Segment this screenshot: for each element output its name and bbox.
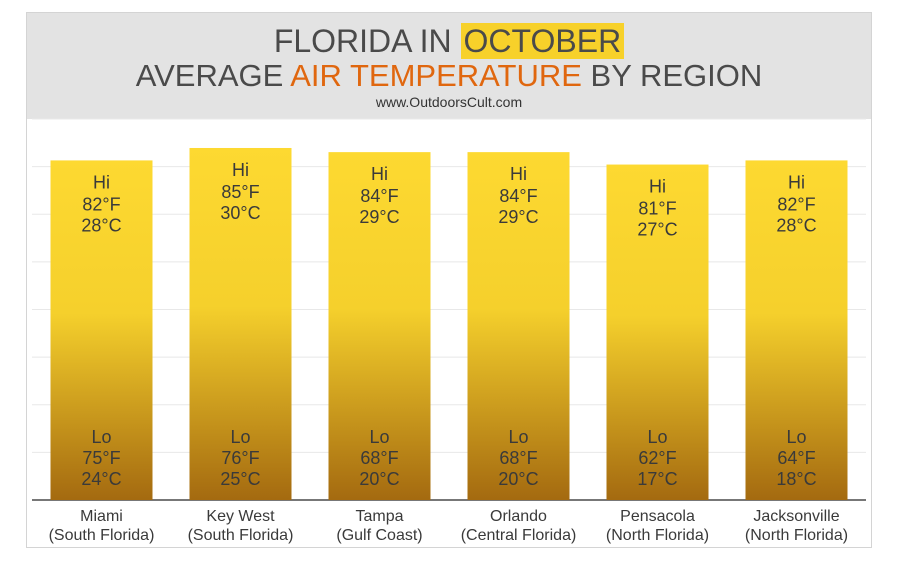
lo-value-f: 64°F [777, 448, 815, 468]
category-region-label: (Gulf Coast) [336, 527, 422, 544]
hi-label: Hi [371, 164, 388, 184]
bar-orlando [467, 152, 570, 500]
hi-value-c: 27°C [637, 220, 677, 240]
lo-label: Lo [786, 427, 806, 447]
lo-value-c: 20°C [359, 469, 399, 489]
lo-label: Lo [508, 427, 528, 447]
category-region-label: (North Florida) [606, 527, 709, 544]
lo-value-c: 18°C [776, 469, 816, 489]
lo-label: Lo [647, 427, 667, 447]
lo-value-f: 76°F [221, 448, 259, 468]
hi-value-c: 29°C [498, 207, 538, 227]
lo-label: Lo [369, 427, 389, 447]
hi-value-f: 84°F [360, 186, 398, 206]
hi-label: Hi [649, 177, 666, 197]
hi-value-c: 28°C [81, 215, 121, 235]
air-temperature-highlight: AIR TEMPERATURE [290, 58, 582, 93]
bar-jacksonville [745, 160, 848, 501]
chart-header: FLORIDA IN OCTOBER AVERAGE AIR TEMPERATU… [27, 13, 871, 119]
hi-value-c: 28°C [776, 215, 816, 235]
lo-value-f: 75°F [82, 448, 120, 468]
hi-value-f: 81°F [638, 199, 676, 219]
category-region-label: (North Florida) [745, 527, 848, 544]
hi-value-f: 82°F [777, 194, 815, 214]
lo-label: Lo [91, 427, 111, 447]
lo-value-c: 20°C [498, 469, 538, 489]
month-highlight: OCTOBER [460, 23, 625, 59]
chart-title-line1: FLORIDA IN OCTOBER [27, 23, 871, 60]
hi-label: Hi [232, 160, 249, 180]
lo-value-f: 62°F [638, 448, 676, 468]
bar-pensacola [606, 164, 709, 500]
category-label: Tampa [355, 508, 403, 525]
hi-value-f: 82°F [82, 194, 120, 214]
website-credit: www.OutdoorsCult.com [375, 94, 523, 110]
lo-value-c: 24°C [81, 469, 121, 489]
category-label: Pensacola [620, 508, 695, 525]
hi-label: Hi [788, 172, 805, 192]
bar-key-west [189, 147, 292, 500]
bar-miami [50, 160, 153, 501]
hi-value-f: 84°F [499, 186, 537, 206]
hi-value-f: 85°F [221, 182, 259, 202]
hi-label: Hi [93, 172, 110, 192]
category-label: Jacksonville [753, 508, 839, 525]
category-region-label: (South Florida) [188, 527, 294, 544]
lo-value-c: 17°C [637, 469, 677, 489]
bar-tampa [328, 152, 431, 500]
lo-label: Lo [230, 427, 250, 447]
category-region-label: (Central Florida) [461, 527, 577, 544]
category-label: Orlando [490, 508, 547, 525]
hi-value-c: 30°C [220, 203, 260, 223]
lo-value-c: 25°C [220, 469, 260, 489]
lo-value-f: 68°F [499, 448, 537, 468]
category-region-label: (South Florida) [49, 527, 155, 544]
hi-label: Hi [510, 164, 527, 184]
category-label: Miami [80, 508, 123, 525]
lo-value-f: 68°F [360, 448, 398, 468]
category-label: Key West [206, 508, 275, 525]
hi-value-c: 29°C [359, 207, 399, 227]
chart-title-line2: AVERAGE AIR TEMPERATURE BY REGION [135, 58, 763, 93]
